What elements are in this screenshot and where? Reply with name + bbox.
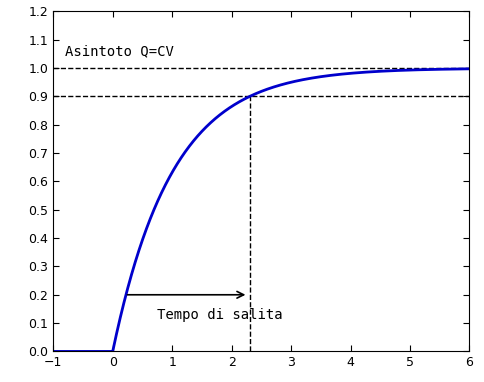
Text: Tempo di salita: Tempo di salita (157, 308, 283, 322)
Text: Asintoto Q=CV: Asintoto Q=CV (65, 44, 174, 58)
